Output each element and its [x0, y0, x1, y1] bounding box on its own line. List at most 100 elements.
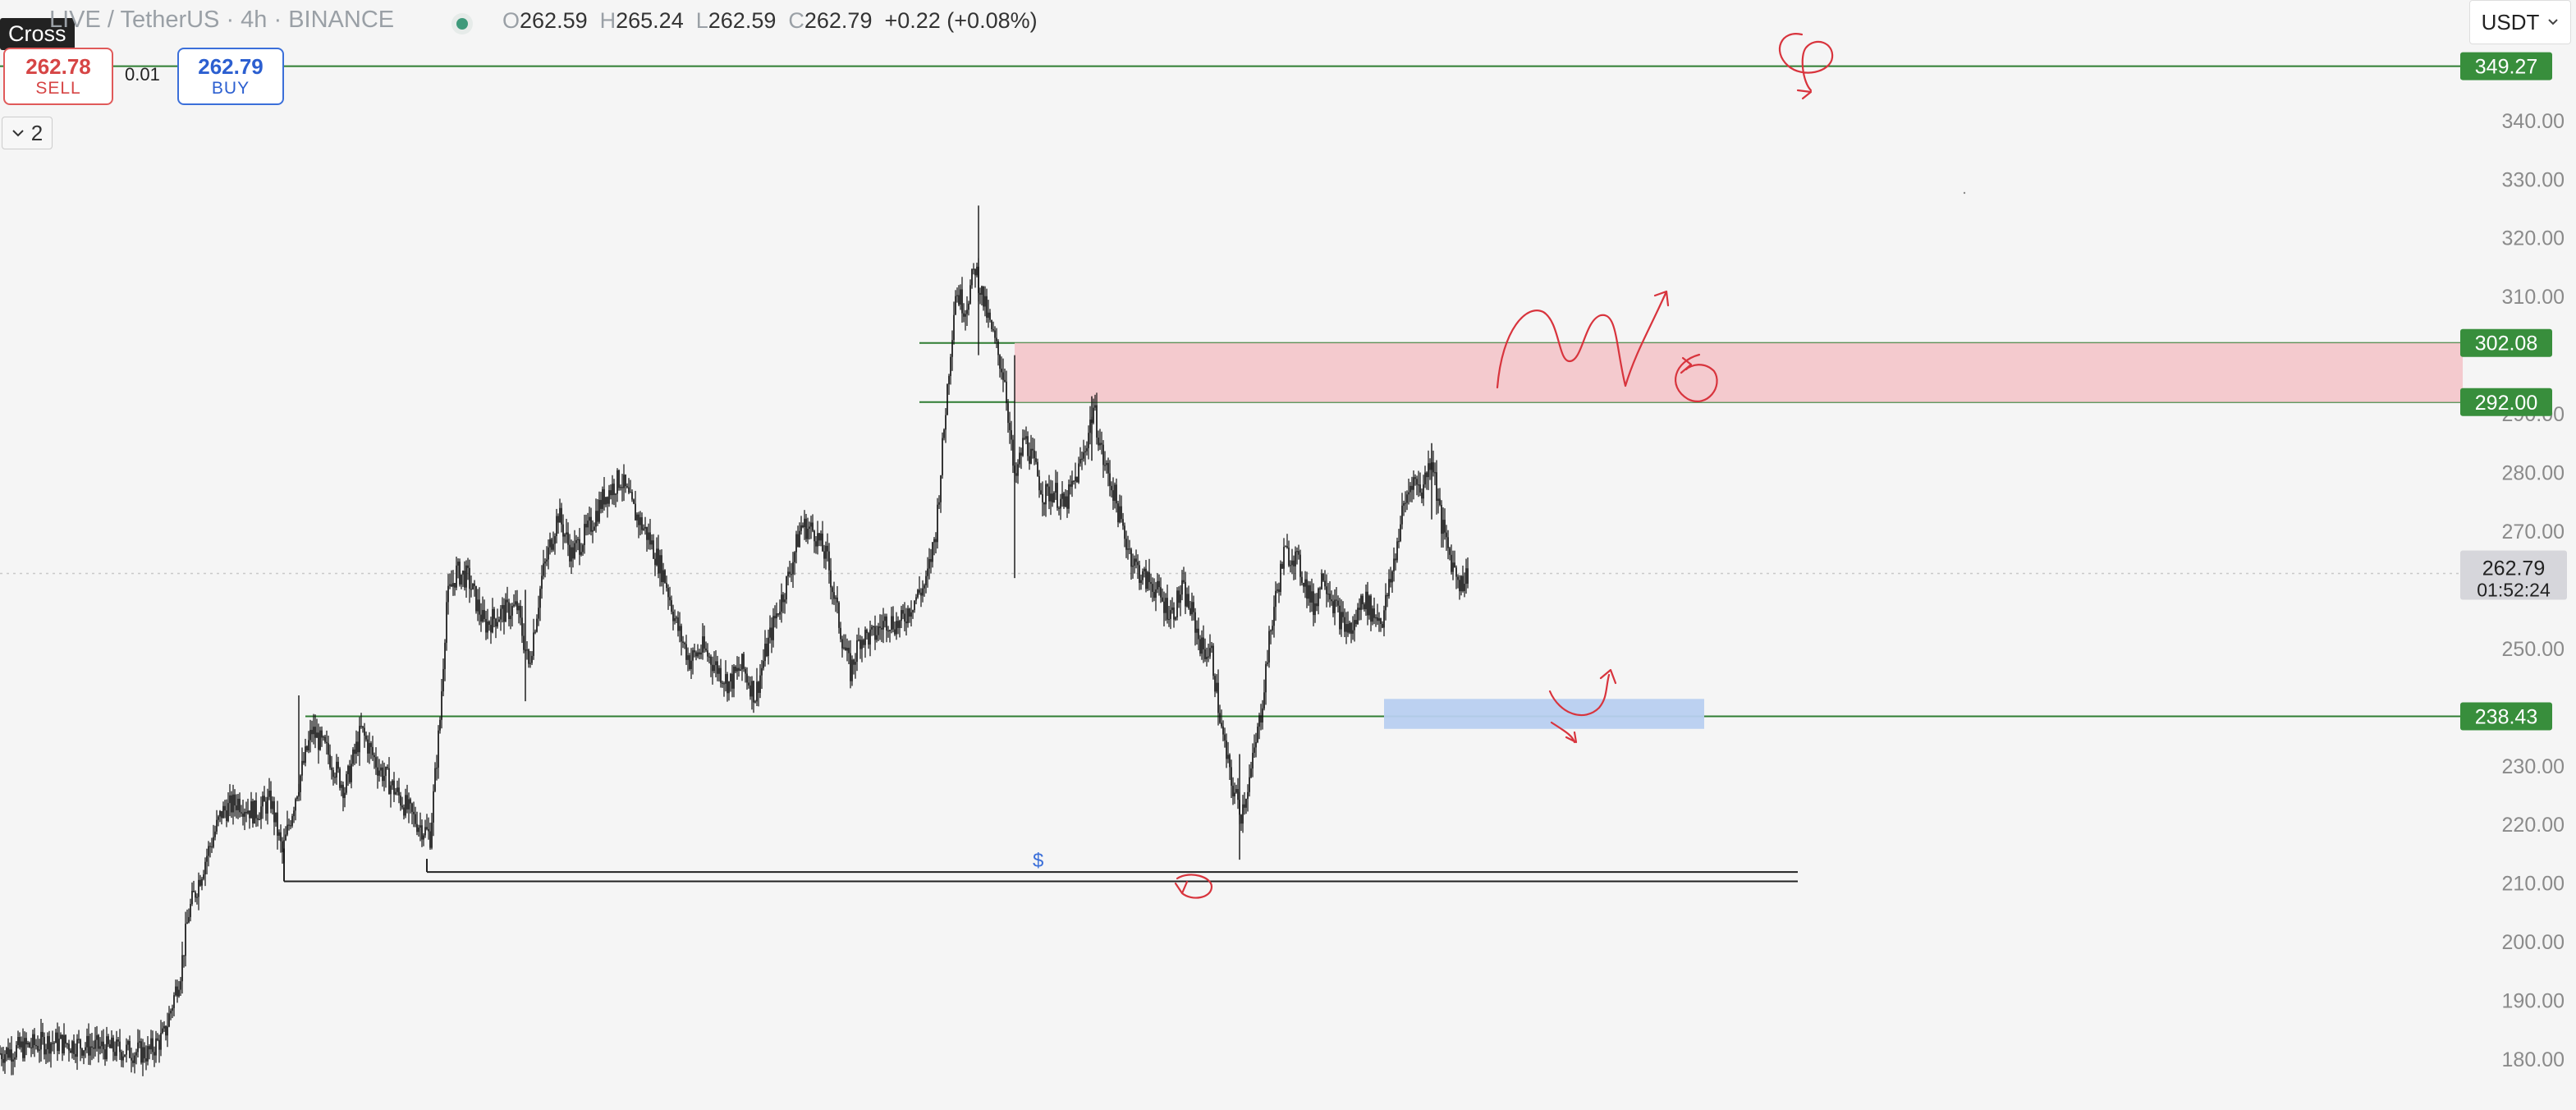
candle	[782, 592, 784, 613]
candle-body	[661, 555, 662, 583]
candle	[546, 546, 548, 566]
candle	[886, 613, 887, 643]
candle-body	[620, 487, 621, 488]
candle	[55, 1029, 57, 1043]
candle	[390, 781, 392, 808]
candle-body	[239, 798, 241, 813]
candle-body	[1081, 458, 1083, 460]
candle	[370, 741, 372, 759]
candle	[1451, 544, 1452, 575]
candle-body	[7, 1048, 9, 1058]
candle	[513, 594, 515, 608]
candle-body	[400, 795, 401, 806]
currency-select[interactable]: USDT	[2469, 0, 2571, 44]
candle	[275, 812, 277, 827]
candle	[382, 760, 383, 787]
symbol-title[interactable]: LIVE / TetherUS · 4h · BINANCE	[49, 7, 395, 33]
candle-body	[441, 691, 442, 720]
candle	[1212, 643, 1214, 680]
drawing-bounce-up[interactable]	[1548, 668, 1617, 717]
resistance-zone[interactable]	[1015, 342, 2463, 402]
candle-body	[1030, 448, 1032, 464]
candle	[1409, 482, 1411, 502]
candle	[915, 594, 917, 604]
level-tag-238.43[interactable]	[2460, 702, 2552, 731]
candle	[170, 1008, 172, 1021]
buy-button[interactable]: 262.79 BUY	[177, 48, 284, 105]
candle	[769, 615, 771, 644]
candle	[193, 880, 195, 892]
level-tag-292.00[interactable]	[2460, 388, 2552, 416]
candle	[781, 583, 782, 623]
candle-body	[81, 1048, 83, 1056]
support-zone[interactable]	[1384, 699, 1704, 729]
candle-body	[597, 511, 598, 522]
candle	[699, 649, 700, 660]
candle-body	[349, 765, 351, 782]
candle-body	[1111, 485, 1112, 491]
candle	[25, 1032, 27, 1056]
low-key: L	[695, 8, 708, 33]
candle	[1372, 605, 1373, 626]
candle-body	[571, 547, 572, 562]
candle-body	[853, 659, 855, 665]
candle-body	[45, 1049, 47, 1055]
candle-body	[595, 511, 597, 527]
candle-body	[1455, 567, 1457, 577]
drawing-bounce-down[interactable]	[1550, 721, 1578, 744]
candle	[1060, 493, 1061, 521]
level-tag-349.27[interactable]	[2460, 52, 2552, 80]
candle	[451, 570, 452, 587]
candle	[393, 772, 395, 802]
indicators-toggle-button[interactable]: 2	[2, 117, 53, 149]
candle-body	[899, 621, 901, 628]
candle	[682, 635, 684, 649]
candle-body	[1290, 565, 1291, 566]
candle	[114, 1041, 116, 1061]
candle	[442, 658, 444, 697]
candle-body	[892, 616, 894, 630]
drawing-curl-bottom[interactable]	[1174, 874, 1213, 899]
candle-body	[303, 760, 305, 764]
candle-body	[881, 627, 882, 630]
candle-body	[1027, 436, 1029, 456]
candle-body	[781, 594, 782, 612]
candle	[920, 588, 922, 608]
candle	[536, 614, 538, 633]
drawing-wave-up[interactable]	[1496, 290, 1670, 389]
drawing-loop-top[interactable]	[1779, 33, 1834, 100]
chevron-down-icon	[2548, 19, 2559, 25]
candle	[1446, 525, 1447, 551]
candle-body	[416, 823, 418, 832]
drawing-curl-zone[interactable]	[1674, 353, 1718, 402]
candle	[419, 812, 421, 842]
candle	[815, 535, 817, 554]
candle-body	[626, 486, 628, 488]
level-tag-302.08[interactable]	[2460, 328, 2552, 357]
candle	[1467, 557, 1469, 589]
candle-body	[1057, 483, 1058, 508]
candle	[702, 623, 704, 660]
candle-body	[802, 525, 804, 528]
sell-button[interactable]: 262.78 SELL	[3, 48, 113, 105]
candle	[1304, 571, 1306, 599]
candle	[475, 585, 477, 614]
candle-body	[262, 796, 264, 807]
candle	[485, 611, 487, 640]
candle	[57, 1022, 58, 1062]
candle	[484, 599, 485, 622]
candle-body	[329, 755, 331, 768]
candle-body	[999, 355, 1001, 369]
candle-body	[1293, 560, 1295, 566]
axis-tick-label: 180.00	[2502, 1048, 2565, 1071]
candle-body	[85, 1047, 86, 1051]
candle-body	[736, 667, 738, 672]
candle-body	[884, 616, 886, 622]
candle-body	[697, 652, 699, 657]
candle-body	[1322, 573, 1324, 581]
candle	[1344, 608, 1345, 638]
candle	[89, 1034, 91, 1066]
candle	[659, 549, 661, 587]
candle-body	[58, 1039, 60, 1052]
